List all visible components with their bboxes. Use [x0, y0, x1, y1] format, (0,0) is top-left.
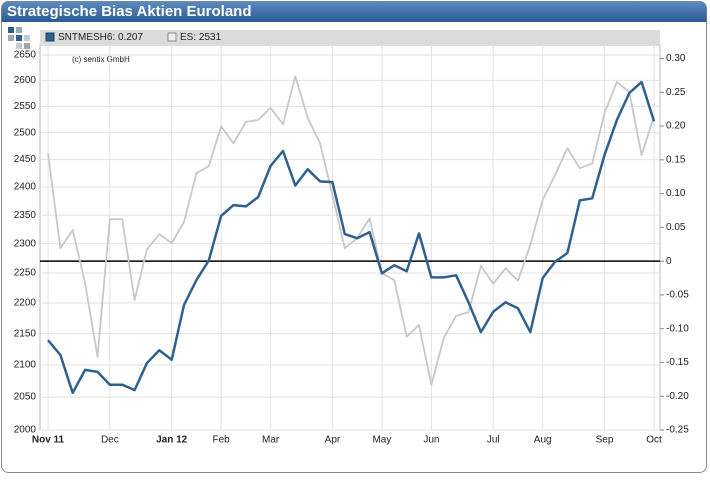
y-tick-label: 2500 [14, 127, 37, 138]
y-tick-label: 2250 [14, 268, 37, 279]
copyright: (c) sentix GmbH [72, 55, 130, 64]
legend-label: ES: 2531 [180, 32, 222, 43]
y2-tick-label: -0.15 [666, 357, 689, 368]
y-tick-label: 2450 [14, 154, 37, 165]
x-tick-label: Jan 12 [156, 435, 188, 446]
x-tick-label: Jun [423, 435, 439, 446]
y2-tick-label: -0.05 [666, 290, 689, 301]
y-tick-label: 2200 [14, 298, 37, 309]
series-line [47, 75, 655, 386]
legend-swatch [167, 32, 177, 42]
y-tick-label: 2050 [14, 392, 37, 403]
y-tick-label: 2400 [14, 182, 37, 193]
x-tick-label: May [372, 435, 391, 446]
y2-tick-label: 0.05 [666, 222, 686, 233]
series-line [47, 80, 656, 395]
x-tick-label: Mar [262, 435, 280, 446]
x-tick-label: Feb [213, 435, 231, 446]
title-bar [1, 1, 707, 22]
legend-label: SNTMESH6: 0.207 [58, 32, 143, 43]
x-tick-label: Dec [101, 435, 119, 446]
y-tick-label: 2600 [14, 75, 37, 86]
x-tick-label: Oct [646, 435, 662, 446]
y-tick-label: 2100 [14, 360, 37, 371]
x-tick-label: Aug [534, 435, 552, 446]
y2-tick-label: -0.20 [666, 391, 689, 402]
y2-tick-label: 0.10 [666, 188, 686, 199]
y-tick-label: 2300 [14, 238, 37, 249]
x-tick-label: Sep [596, 435, 614, 446]
y-tick-label: 2150 [14, 328, 37, 339]
y-tick-label: 2650 [14, 50, 37, 61]
legend-swatch [45, 32, 55, 42]
y-tick-label: 2550 [14, 101, 37, 112]
y2-tick-label: 0 [666, 256, 672, 267]
y2-tick-label: 0.15 [666, 154, 686, 165]
y2-tick-label: -0.10 [666, 323, 689, 334]
chart-title: Strategische Bias Aktien Euroland [7, 3, 252, 20]
y2-tick-label: 0.20 [666, 121, 686, 132]
logo [8, 27, 30, 49]
y-tick-label: 2000 [14, 425, 37, 436]
plot-area [39, 44, 661, 431]
y2-tick-label: -0.25 [666, 425, 689, 436]
x-tick-label: Nov 11 [32, 435, 65, 446]
y-tick-label: 2350 [14, 210, 37, 221]
legend-bar [40, 30, 660, 44]
x-tick-label: Jul [487, 435, 500, 446]
y2-tick-label: 0.30 [666, 53, 686, 64]
x-tick-label: Apr [325, 435, 341, 446]
y2-tick-label: 0.25 [666, 87, 686, 98]
